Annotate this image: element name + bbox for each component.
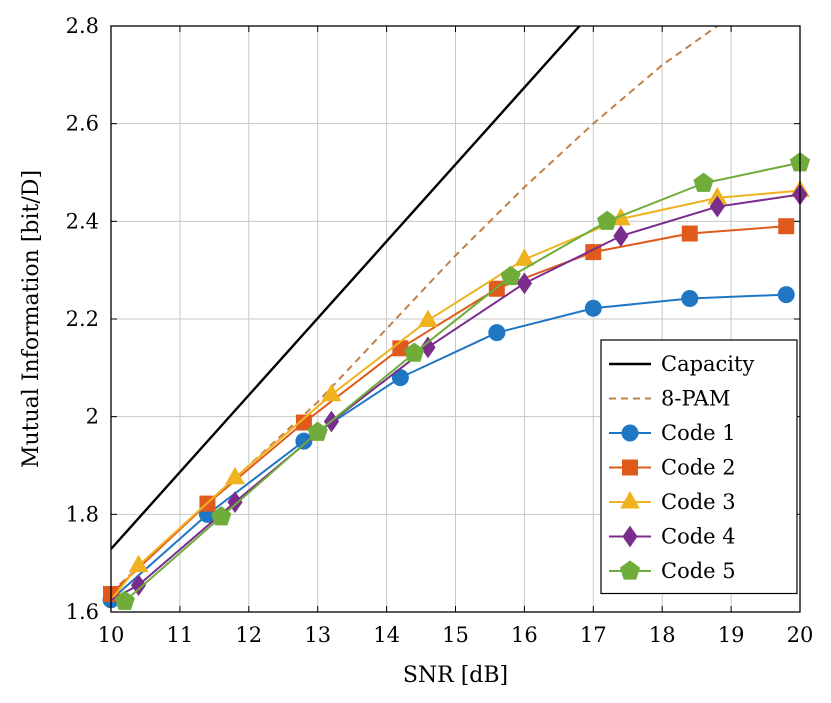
legend-label: Capacity bbox=[661, 352, 754, 376]
data-point bbox=[488, 324, 506, 342]
legend-label: 8-PAM bbox=[661, 387, 730, 411]
data-point bbox=[307, 421, 328, 441]
data-point bbox=[211, 506, 232, 526]
y-axis-title: Mutual Information [bit/D] bbox=[19, 170, 44, 468]
x-tick-label: 17 bbox=[580, 623, 607, 647]
series-line bbox=[111, 26, 581, 550]
series-markers bbox=[114, 152, 811, 610]
data-point bbox=[130, 574, 147, 597]
data-point bbox=[321, 383, 342, 402]
y-tick-label: 1.8 bbox=[66, 502, 99, 526]
data-point bbox=[778, 218, 795, 235]
legend: Capacity 8-PAM Code 1 Code 2 Code 3 Code 4 Cod… bbox=[600, 339, 798, 595]
data-point bbox=[128, 554, 149, 573]
data-point bbox=[514, 248, 535, 266]
data-point bbox=[681, 289, 699, 307]
x-tick-label: 14 bbox=[373, 623, 400, 647]
y-tick-label: 2.6 bbox=[66, 112, 99, 136]
data-point bbox=[681, 225, 698, 242]
legend-item: Code 1 bbox=[609, 421, 736, 445]
legend-label: Code 4 bbox=[661, 525, 736, 549]
data-point bbox=[709, 195, 725, 218]
x-tick-label: 11 bbox=[167, 623, 194, 647]
series-line bbox=[111, 225, 787, 595]
data-point bbox=[693, 172, 714, 192]
series-code-2 bbox=[111, 225, 787, 595]
data-point bbox=[295, 432, 313, 450]
legend-marker bbox=[622, 525, 638, 548]
legend-item: Code 4 bbox=[609, 525, 736, 549]
x-tick-label: 12 bbox=[235, 623, 262, 647]
x-tick-label: 16 bbox=[511, 623, 538, 647]
x-tick-label: 19 bbox=[718, 623, 745, 647]
x-tick-label: 18 bbox=[649, 623, 676, 647]
series-line bbox=[111, 293, 787, 601]
data-point bbox=[404, 342, 425, 362]
series-line bbox=[124, 161, 800, 603]
series-capacity bbox=[111, 26, 581, 550]
y-tick-label: 2 bbox=[86, 405, 99, 429]
data-point bbox=[584, 299, 602, 317]
legend-item: 8-PAM bbox=[609, 387, 730, 411]
x-tick-label: 15 bbox=[442, 623, 469, 647]
series-layer bbox=[102, 26, 811, 610]
data-point bbox=[420, 336, 436, 359]
data-point bbox=[777, 286, 795, 304]
data-point bbox=[418, 309, 438, 327]
x-axis-title: SNR [dB] bbox=[403, 663, 508, 688]
data-point bbox=[114, 590, 135, 610]
legend-item: Code 3 bbox=[609, 490, 736, 514]
y-tick-label: 2.2 bbox=[66, 307, 99, 331]
legend-item: Capacity bbox=[609, 352, 754, 376]
data-point bbox=[613, 225, 629, 247]
legend-marker bbox=[622, 459, 638, 476]
tick-labels: 10 11 12 13 14 15 16 17 18 19 20 1.6 1.8 2 2.2 2.4 2.6 2.… bbox=[66, 14, 814, 647]
legend-label: Code 1 bbox=[661, 421, 736, 445]
x-tick-label: 10 bbox=[98, 623, 125, 647]
series-code-1 bbox=[111, 293, 787, 601]
legend-label: Code 3 bbox=[661, 490, 736, 514]
legend-item: Code 2 bbox=[609, 456, 736, 480]
legend-item: Code 5 bbox=[609, 559, 736, 583]
legend-label: Code 2 bbox=[661, 456, 736, 480]
data-point bbox=[596, 210, 618, 230]
legend-marker bbox=[621, 424, 639, 442]
legend-marker bbox=[619, 560, 641, 580]
data-point bbox=[295, 414, 312, 431]
data-point bbox=[225, 466, 245, 485]
data-point bbox=[516, 272, 533, 295]
legend-label: Code 5 bbox=[661, 559, 736, 583]
y-tick-label: 2.4 bbox=[66, 209, 99, 233]
legend-marker bbox=[620, 490, 640, 509]
y-tick-label: 2.8 bbox=[66, 14, 99, 38]
x-tick-label: 20 bbox=[787, 623, 814, 647]
data-point bbox=[500, 265, 521, 286]
series-code-5 bbox=[124, 161, 800, 603]
x-tick-label: 13 bbox=[304, 623, 331, 647]
y-tick-label: 1.6 bbox=[66, 600, 99, 624]
